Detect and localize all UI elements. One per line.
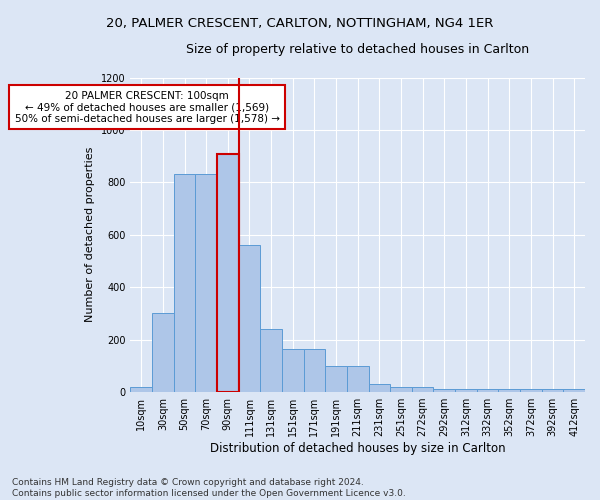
Text: 20 PALMER CRESCENT: 100sqm
← 49% of detached houses are smaller (1,569)
50% of s: 20 PALMER CRESCENT: 100sqm ← 49% of deta… <box>14 90 280 124</box>
Bar <box>325 366 347 392</box>
Bar <box>499 390 520 392</box>
Bar <box>368 384 390 392</box>
Bar <box>455 390 477 392</box>
Bar <box>520 390 542 392</box>
Bar <box>152 314 174 392</box>
Bar <box>282 349 304 392</box>
Bar <box>239 246 260 392</box>
Bar <box>260 329 282 392</box>
Bar <box>130 387 152 392</box>
Bar <box>412 387 433 392</box>
X-axis label: Distribution of detached houses by size in Carlton: Distribution of detached houses by size … <box>210 442 506 455</box>
Bar <box>477 390 499 392</box>
Bar <box>433 390 455 392</box>
Title: Size of property relative to detached houses in Carlton: Size of property relative to detached ho… <box>186 42 529 56</box>
Text: 20, PALMER CRESCENT, CARLTON, NOTTINGHAM, NG4 1ER: 20, PALMER CRESCENT, CARLTON, NOTTINGHAM… <box>106 18 494 30</box>
Bar <box>563 390 585 392</box>
Y-axis label: Number of detached properties: Number of detached properties <box>85 147 95 322</box>
Bar <box>390 387 412 392</box>
Bar <box>196 174 217 392</box>
Text: Contains HM Land Registry data © Crown copyright and database right 2024.
Contai: Contains HM Land Registry data © Crown c… <box>12 478 406 498</box>
Bar <box>174 174 196 392</box>
Bar <box>217 154 239 392</box>
Bar <box>347 366 368 392</box>
Bar <box>304 349 325 392</box>
Bar <box>542 390 563 392</box>
